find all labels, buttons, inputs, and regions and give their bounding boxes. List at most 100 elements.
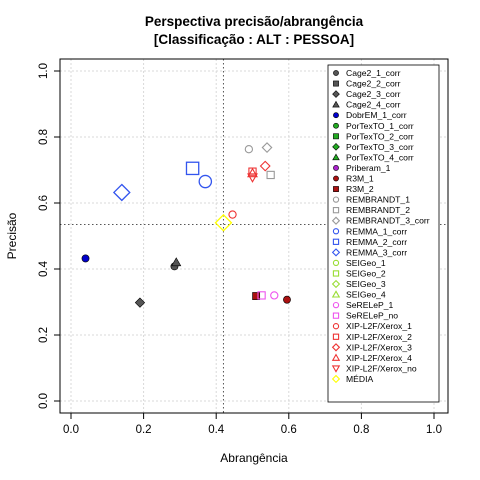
data-point-remma-1-corr: [198, 174, 213, 189]
legend-label: R3M_1: [346, 174, 374, 184]
data-point-r3m-2: [252, 292, 261, 300]
legend-label: REMBRANDT_2: [346, 205, 410, 215]
legend-marker-rembrandt-2: [332, 207, 340, 214]
legend-label: REMBRANDT_3_corr: [346, 216, 430, 226]
legend-label: REMMA_1_corr: [346, 226, 407, 236]
data-point-dobrem-1-corr: [81, 254, 90, 263]
x-tick-label: 0.0: [63, 424, 79, 436]
y-tick-label: 0.0: [38, 393, 50, 409]
legend-box: [327, 64, 440, 403]
legend-marker-seigeo-3: [331, 279, 341, 289]
chart-subtitle: [Classificação : ALT : PESSOA]: [154, 32, 354, 47]
x-tick-label: 1.0: [426, 424, 442, 436]
y-tick-label: 0.8: [38, 129, 50, 145]
legend-marker-rembrandt-1: [332, 196, 340, 203]
data-point-remma-3-corr: [112, 183, 131, 202]
data-point-serelep-1: [270, 291, 279, 300]
x-axis-label: Abrangência: [220, 451, 288, 465]
legend-label: Cage2_2_corr: [346, 79, 401, 89]
legend-marker-seigeo-4: [331, 290, 341, 298]
data-point-cage2-3-corr: [134, 297, 146, 308]
legend-label: XIP-L2F/Xerox_4: [346, 353, 412, 363]
data-point-serelep-no: [257, 291, 266, 300]
data-points: [81, 142, 291, 308]
legend-label: REMBRANDT_1: [346, 195, 410, 205]
x-tick-label: 0.8: [353, 424, 369, 436]
legend-marker-xip-l2f-xerox-no: [331, 365, 341, 373]
legend-marker-remma-2-corr: [332, 238, 340, 245]
legend-marker-r3m-2: [333, 186, 339, 192]
data-point-remma-2-corr: [185, 161, 200, 176]
legend-marker-serelep-1: [332, 301, 340, 309]
legend-label: XIP-L2F/Xerox_3: [346, 342, 412, 352]
data-point-rembrandt-3-corr: [261, 142, 273, 154]
legend-marker-xip-l2f-xerox-4: [331, 353, 341, 361]
legend-marker-portexto-4-corr: [332, 153, 340, 161]
y-axis: 0.0 0.2 0.4 0.6 0.8 1.0: [38, 63, 61, 409]
legend-label: PorTexTO_2_corr: [346, 131, 414, 141]
data-point-r3m-1: [283, 295, 291, 304]
x-tick-label: 0.4: [208, 424, 225, 436]
reference-lines: [60, 59, 448, 413]
legend-marker-remma-1-corr: [332, 228, 340, 235]
legend-label: PorTexTO_3_corr: [346, 142, 414, 152]
legend-marker-seigeo-1: [332, 259, 340, 267]
legend-label: SEIGeo_3: [346, 279, 386, 289]
legend-marker-rembrandt-3-corr: [331, 216, 341, 225]
legend-label: SEIGeo_1: [346, 258, 386, 268]
legend-label: Cage2_1_corr: [346, 68, 401, 78]
legend-label: XIP-L2F/Xerox_2: [346, 332, 412, 342]
legend: Cage2_1_corrCage2_2_corrCage2_3_corrCage…: [327, 64, 440, 403]
legend-label: SEIGeo_2: [346, 268, 386, 278]
data-point-m-dia: [214, 213, 233, 232]
y-axis-label: Precisão: [5, 212, 19, 259]
legend-label: R3M_2: [346, 184, 374, 194]
data-point-xip-l2f-xerox-1: [228, 210, 237, 219]
y-tick-label: 1.0: [38, 63, 50, 79]
chart-title: Perspectiva precisão/abrangência: [145, 14, 364, 29]
x-axis: 0.0 0.2 0.4 0.6 0.8 1.0: [63, 412, 442, 436]
legend-marker-dobrem-1-corr: [333, 112, 339, 119]
legend-marker-xip-l2f-xerox-1: [332, 323, 340, 330]
legend-label: Cage2_3_corr: [346, 89, 401, 99]
data-point-cage2-4-corr: [171, 257, 182, 267]
legend-marker-priberam-1: [333, 165, 339, 171]
legend-label: SeRELeP_1: [346, 300, 394, 310]
legend-marker-portexto-1-corr: [333, 122, 339, 129]
legend-label: MÉDIA: [346, 374, 373, 384]
legend-marker-xip-l2f-xerox-2: [332, 333, 340, 340]
legend-marker-cage2-4-corr: [332, 100, 340, 108]
legend-marker-cage2-1-corr: [333, 70, 339, 76]
legend-marker-cage2-2-corr: [333, 80, 339, 87]
x-tick-label: 0.6: [281, 424, 297, 436]
legend-label: PorTexTO_4_corr: [346, 152, 414, 162]
y-tick-label: 0.4: [38, 260, 50, 277]
legend-marker-seigeo-2: [332, 270, 340, 277]
legend-label: SeRELeP_no: [346, 311, 398, 321]
legend-marker-m-dia: [331, 374, 341, 384]
data-point-xip-l2f-xerox-4: [247, 167, 258, 178]
legend-marker-portexto-3-corr: [332, 143, 340, 151]
legend-label: PorTexTO_1_corr: [346, 121, 414, 131]
data-point-xip-l2f-xerox-no: [247, 173, 258, 183]
legend-label: REMMA_3_corr: [346, 247, 407, 257]
legend-marker-remma-3-corr: [331, 248, 341, 257]
legend-marker-cage2-3-corr: [332, 90, 340, 98]
legend-marker-r3m-1: [333, 175, 339, 182]
legend-marker-portexto-2-corr: [333, 133, 339, 140]
legend-label: SEIGeo_4: [346, 290, 386, 300]
data-point-rembrandt-2: [266, 170, 275, 180]
data-point-xip-l2f-xerox-3: [259, 160, 271, 172]
legend-label: DobrEM_1_corr: [346, 110, 407, 120]
legend-label: XIP-L2F/Xerox_1: [346, 321, 412, 331]
x-tick-label: 0.2: [136, 424, 152, 436]
y-tick-label: 0.2: [38, 327, 50, 343]
legend-marker-serelep-no: [332, 312, 340, 319]
legend-marker-xip-l2f-xerox-3: [331, 343, 341, 352]
legend-label: REMMA_2_corr: [346, 237, 407, 247]
legend-label: XIP-L2F/Xerox_no: [346, 363, 417, 373]
legend-label: Cage2_4_corr: [346, 100, 401, 110]
y-tick-label: 0.6: [38, 195, 50, 211]
legend-label: Priberam_1: [346, 163, 391, 173]
